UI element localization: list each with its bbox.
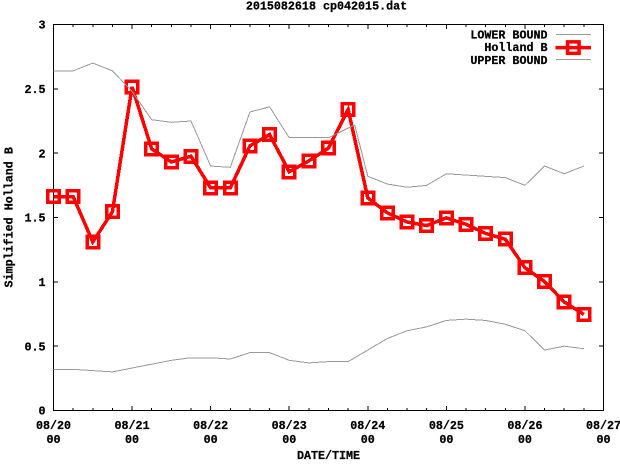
svg-text:Holland B: Holland B (484, 41, 547, 55)
svg-text:00: 00 (518, 433, 532, 447)
svg-text:00: 00 (596, 433, 610, 447)
svg-text:00: 00 (204, 433, 218, 447)
svg-text:UPPER BOUND: UPPER BOUND (470, 54, 547, 68)
svg-text:1: 1 (38, 276, 45, 290)
svg-text:08/21: 08/21 (115, 419, 150, 433)
svg-text:2.5: 2.5 (24, 83, 45, 97)
svg-text:DATE/TIME: DATE/TIME (297, 449, 360, 461)
svg-text:LOWER BOUND: LOWER BOUND (470, 28, 547, 42)
svg-text:08/23: 08/23 (272, 419, 307, 433)
svg-text:08/22: 08/22 (193, 419, 228, 433)
svg-text:00: 00 (361, 433, 375, 447)
svg-text:00: 00 (125, 433, 139, 447)
svg-text:00: 00 (439, 433, 453, 447)
svg-text:08/27: 08/27 (586, 419, 620, 433)
svg-text:1.5: 1.5 (24, 212, 45, 226)
svg-text:08/26: 08/26 (507, 419, 542, 433)
svg-text:3: 3 (38, 19, 45, 33)
svg-text:0.5: 0.5 (24, 340, 45, 354)
svg-text:0: 0 (38, 405, 45, 419)
svg-text:08/24: 08/24 (350, 419, 385, 433)
svg-text:2015082618 cp042015.dat: 2015082618 cp042015.dat (246, 0, 407, 14)
svg-text:00: 00 (282, 433, 296, 447)
svg-text:00: 00 (46, 433, 60, 447)
svg-text:Simplified Holland B: Simplified Holland B (3, 147, 17, 287)
svg-text:2: 2 (38, 147, 45, 161)
svg-text:08/25: 08/25 (429, 419, 464, 433)
svg-text:08/20: 08/20 (36, 419, 71, 433)
